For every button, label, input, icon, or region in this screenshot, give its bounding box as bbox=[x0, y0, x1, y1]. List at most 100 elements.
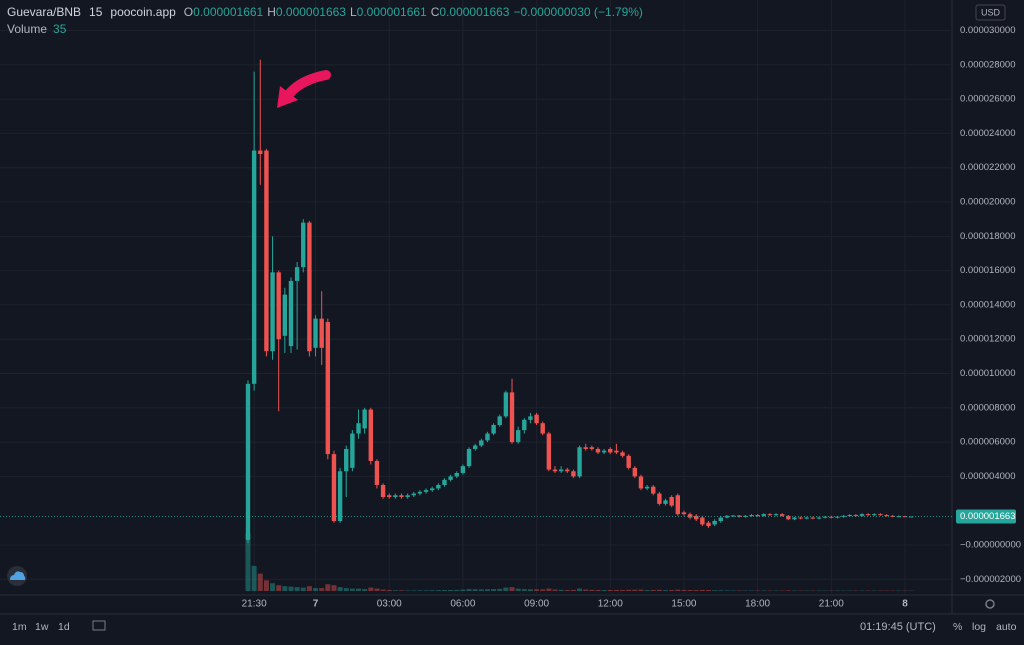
candle-body bbox=[485, 434, 489, 441]
price-label: 0.000001663 bbox=[960, 511, 1015, 522]
candle-body bbox=[522, 420, 526, 430]
candle-body bbox=[461, 466, 465, 473]
candle-body bbox=[510, 392, 514, 442]
volume-bar bbox=[460, 590, 465, 591]
volume-bar bbox=[417, 590, 422, 591]
candle-body bbox=[405, 495, 409, 497]
change: −0.000000030 (−1.79%) bbox=[513, 5, 642, 19]
volume-bar bbox=[350, 589, 355, 591]
candle-body bbox=[301, 223, 305, 268]
candle-body bbox=[731, 516, 735, 517]
interval-button[interactable]: 1w bbox=[35, 621, 49, 633]
candle-body bbox=[455, 473, 459, 476]
candle-body bbox=[762, 514, 766, 516]
y-tick-label: 0.000018000 bbox=[960, 231, 1015, 242]
volume-bar bbox=[638, 590, 643, 591]
candle-body bbox=[332, 454, 336, 521]
candle-body bbox=[381, 485, 385, 497]
volume-bar bbox=[700, 590, 705, 591]
volume-bar bbox=[516, 589, 521, 591]
candle-body bbox=[669, 497, 673, 506]
candle-body bbox=[258, 151, 262, 154]
candle-body bbox=[676, 495, 680, 514]
candle-body bbox=[817, 518, 821, 519]
logo bbox=[7, 566, 27, 586]
candle-body bbox=[473, 446, 477, 449]
volume-bar bbox=[559, 590, 564, 591]
volume-bar bbox=[608, 590, 613, 591]
candle-body bbox=[387, 495, 391, 497]
y-tick-label: 0.000006000 bbox=[960, 437, 1015, 448]
candle-body bbox=[467, 449, 471, 466]
volume-bar bbox=[473, 589, 478, 591]
y-tick-label: 0.000004000 bbox=[960, 471, 1015, 482]
volume-bar bbox=[387, 590, 392, 591]
scale-option[interactable]: log bbox=[972, 621, 986, 633]
candle-body bbox=[571, 471, 575, 476]
candle-body bbox=[645, 487, 649, 489]
y-tick-label: 0.000012000 bbox=[960, 334, 1015, 345]
volume-bar bbox=[571, 590, 576, 591]
candle-body bbox=[504, 392, 508, 416]
volume-bar bbox=[614, 590, 619, 591]
candle-body bbox=[326, 322, 330, 454]
candle-body bbox=[289, 281, 293, 346]
candle-body bbox=[590, 447, 594, 449]
candle-body bbox=[805, 518, 809, 519]
interval-button[interactable]: 1m bbox=[12, 621, 27, 633]
volume-bar bbox=[497, 589, 502, 591]
candle-body bbox=[792, 518, 796, 520]
candle-body bbox=[491, 425, 495, 434]
y-tick-label: 0.000020000 bbox=[960, 197, 1015, 208]
volume-bar bbox=[712, 590, 717, 591]
x-tick-label: 09:00 bbox=[524, 599, 549, 610]
candle-body bbox=[541, 423, 545, 433]
candle-body bbox=[479, 440, 483, 445]
candle-body bbox=[307, 223, 311, 352]
volume-bar bbox=[651, 590, 656, 591]
volume-bar bbox=[362, 589, 367, 591]
volume-bar bbox=[669, 590, 674, 591]
candle-body bbox=[768, 514, 772, 515]
volume-bar bbox=[553, 590, 558, 591]
volume-bar bbox=[681, 590, 686, 591]
candle-body bbox=[264, 151, 268, 352]
candle-body bbox=[657, 494, 661, 504]
volume-bar bbox=[479, 589, 484, 591]
volume-bar bbox=[399, 590, 404, 591]
x-tick-label: 18:00 bbox=[745, 599, 770, 610]
x-tick-label: 21:00 bbox=[819, 599, 844, 610]
scale-option[interactable]: % bbox=[953, 621, 962, 633]
legend-value: 0.000001661 bbox=[193, 5, 263, 19]
candle-body bbox=[375, 461, 379, 485]
interval-button[interactable]: 1d bbox=[58, 621, 70, 633]
candle-body bbox=[872, 514, 876, 515]
volume-bar bbox=[282, 586, 287, 591]
scale-option[interactable]: auto bbox=[996, 621, 1017, 633]
y-tick-label: −0.000000000 bbox=[960, 540, 1021, 551]
candle-body bbox=[559, 470, 563, 472]
volume-bar bbox=[393, 590, 398, 591]
volume-bar bbox=[688, 590, 693, 591]
candle-body bbox=[399, 495, 403, 497]
volume-bar bbox=[510, 587, 515, 591]
candle-body bbox=[412, 494, 416, 496]
candle-body bbox=[860, 514, 864, 516]
volume-bar bbox=[485, 589, 490, 591]
candle-body bbox=[608, 449, 612, 452]
candle-body bbox=[682, 512, 686, 514]
candle-body bbox=[424, 490, 428, 492]
candle-body bbox=[688, 514, 692, 517]
candle-body bbox=[602, 451, 606, 453]
candle-body bbox=[270, 272, 274, 351]
volume-value: 35 bbox=[53, 22, 67, 36]
volume-bar bbox=[325, 584, 330, 591]
candle-body bbox=[283, 295, 287, 336]
volume-bar bbox=[546, 589, 551, 591]
x-tick-label: 03:00 bbox=[377, 599, 402, 610]
candle-body bbox=[749, 515, 753, 516]
volume-bar bbox=[632, 590, 637, 591]
currency[interactable]: USD bbox=[981, 7, 1001, 17]
